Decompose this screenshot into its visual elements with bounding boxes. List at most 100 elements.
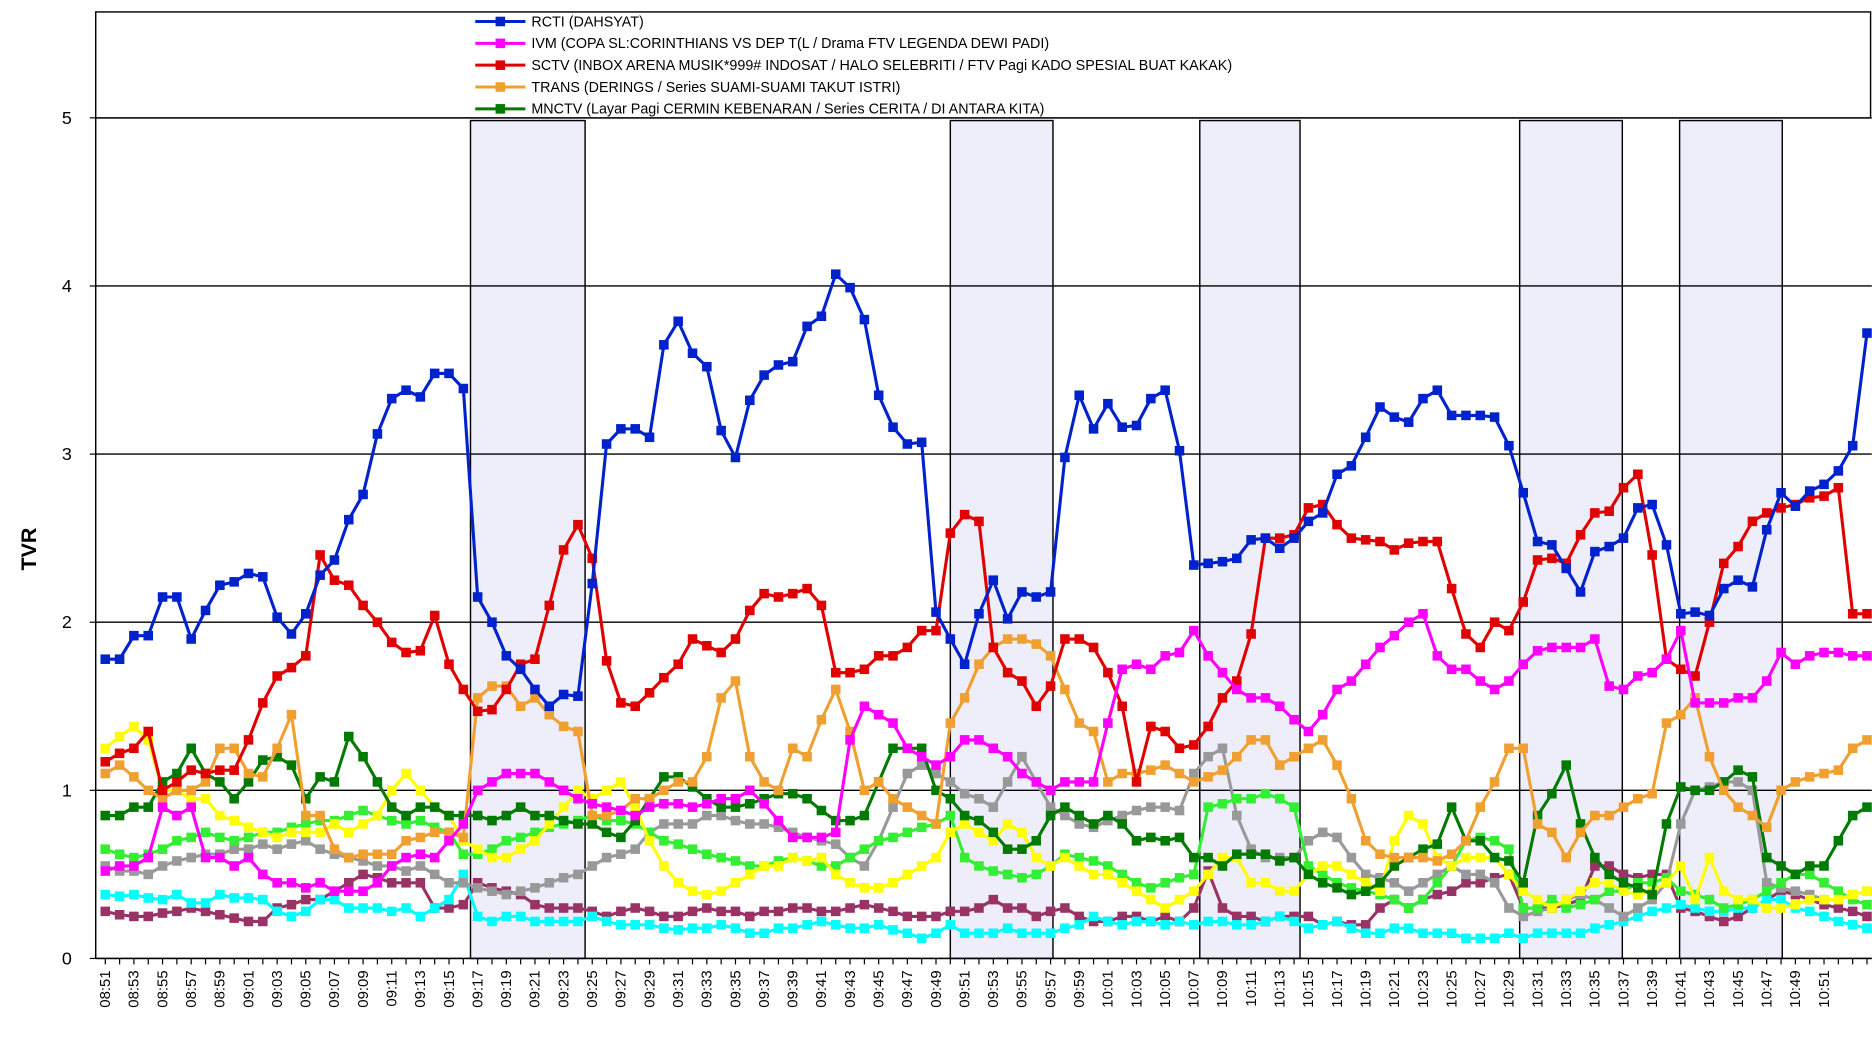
- point: [258, 869, 268, 880]
- point: [1418, 536, 1428, 547]
- point: [1475, 642, 1486, 653]
- point: [1661, 819, 1672, 829]
- point: [458, 383, 469, 394]
- point: [730, 815, 741, 826]
- point: [1761, 822, 1772, 833]
- point: [215, 810, 225, 821]
- point: [916, 911, 927, 922]
- point: [129, 911, 139, 922]
- x-tick-label: 10:21: [1387, 970, 1403, 1007]
- point: [1117, 920, 1127, 930]
- point: [587, 553, 598, 564]
- point: [472, 810, 483, 821]
- point: [931, 928, 941, 939]
- point: [301, 906, 311, 917]
- point: [1289, 751, 1299, 762]
- point: [1160, 760, 1170, 770]
- point: [1747, 582, 1758, 592]
- point: [802, 793, 812, 804]
- point: [501, 684, 512, 695]
- point: [1346, 533, 1357, 543]
- point: [1131, 916, 1142, 927]
- point: [429, 822, 440, 833]
- point: [472, 785, 483, 796]
- point: [1160, 385, 1170, 395]
- point: [1232, 684, 1242, 695]
- point: [587, 793, 598, 804]
- point: [845, 852, 855, 863]
- point: [1146, 832, 1156, 843]
- point: [172, 768, 182, 779]
- point: [258, 755, 268, 765]
- point: [1518, 886, 1529, 896]
- point: [745, 751, 755, 762]
- point: [1289, 852, 1299, 863]
- point: [429, 827, 440, 838]
- point: [1203, 802, 1213, 812]
- point: [329, 849, 340, 859]
- point: [1389, 878, 1400, 888]
- point: [1074, 861, 1085, 871]
- point: [659, 672, 669, 683]
- point: [1590, 810, 1600, 821]
- point: [315, 827, 325, 838]
- point: [1346, 461, 1357, 471]
- point: [1217, 916, 1228, 927]
- point: [1704, 610, 1715, 621]
- point: [644, 793, 655, 804]
- point: [1489, 777, 1500, 787]
- point: [401, 903, 411, 913]
- point: [687, 802, 698, 812]
- point: [487, 916, 497, 927]
- point: [1346, 676, 1357, 686]
- point: [888, 802, 898, 812]
- point: [1174, 872, 1185, 883]
- point: [802, 920, 812, 930]
- point: [1088, 777, 1099, 787]
- point: [1389, 835, 1400, 846]
- x-tick-label: 09:53: [986, 970, 1002, 1007]
- point: [1661, 903, 1672, 913]
- x-tick-label: 10:03: [1129, 970, 1145, 1007]
- point: [888, 743, 898, 754]
- point: [358, 903, 368, 913]
- point: [1317, 869, 1328, 880]
- point: [573, 519, 583, 530]
- point: [659, 785, 669, 796]
- point: [673, 772, 683, 782]
- point: [114, 909, 125, 920]
- point: [1604, 886, 1614, 896]
- point: [1747, 810, 1758, 821]
- point: [759, 861, 769, 871]
- point: [1103, 777, 1113, 787]
- y-tick-label: 2: [62, 612, 72, 632]
- point: [343, 810, 354, 821]
- point: [730, 856, 741, 866]
- point: [1389, 412, 1400, 422]
- point: [1031, 639, 1042, 649]
- point: [1146, 721, 1156, 732]
- point: [1332, 684, 1342, 695]
- point: [1704, 911, 1715, 922]
- point: [1761, 886, 1772, 896]
- ad-break: [1678, 119, 1783, 960]
- point: [587, 810, 598, 821]
- point: [1776, 503, 1786, 513]
- point: [501, 852, 512, 863]
- point: [1704, 698, 1715, 708]
- point: [716, 802, 726, 812]
- point: [702, 640, 712, 651]
- point: [859, 785, 870, 796]
- point: [1360, 659, 1371, 670]
- point: [1647, 788, 1657, 799]
- point: [687, 634, 698, 644]
- x-tick-label: 09:57: [1043, 970, 1059, 1007]
- point: [988, 827, 999, 838]
- point: [1103, 815, 1113, 826]
- point: [386, 393, 397, 404]
- point: [1031, 835, 1042, 846]
- point: [458, 684, 469, 695]
- point: [845, 667, 855, 678]
- point: [1733, 777, 1743, 787]
- point: [215, 580, 225, 590]
